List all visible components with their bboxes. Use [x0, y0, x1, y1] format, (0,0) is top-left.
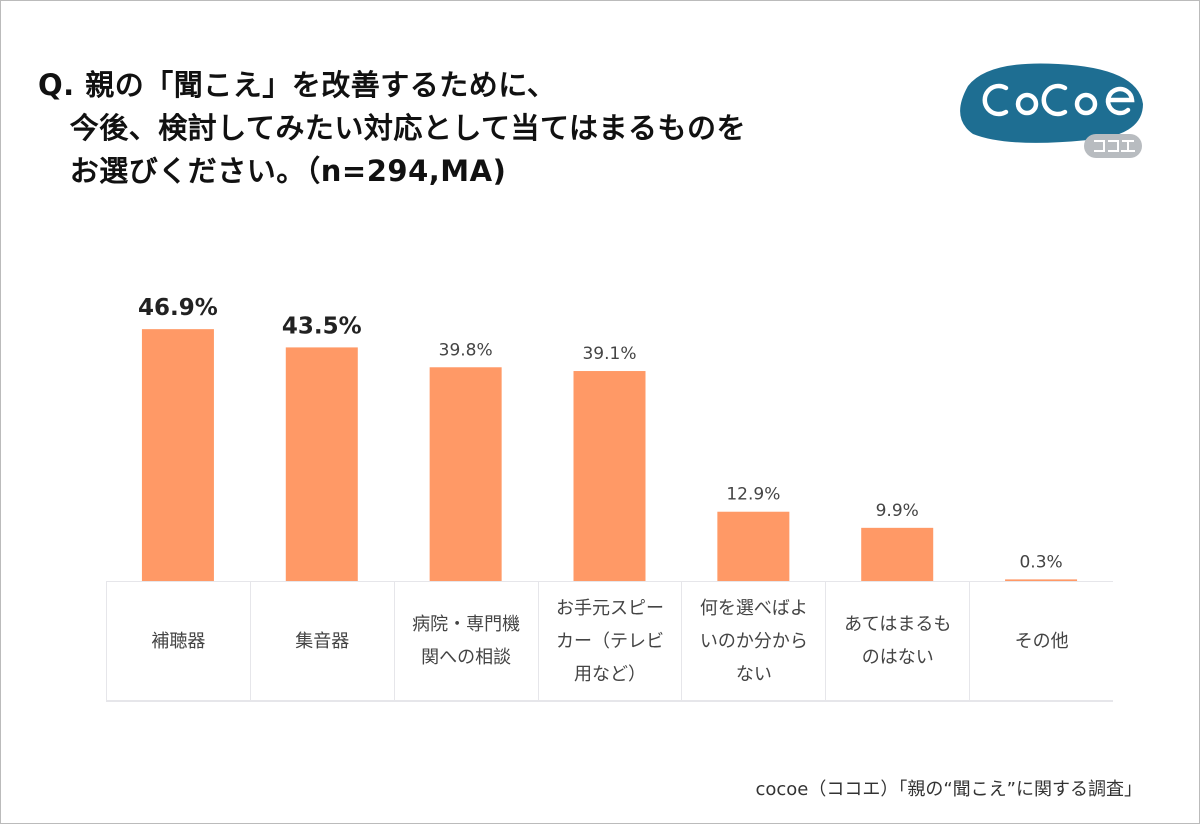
- category-table: 補聴器 集音器 病院・専門機 関への相談 お手元スピー カー（テレビ 用など） 何を選べ…: [106, 581, 1113, 702]
- data-label: 12.9%: [726, 485, 780, 505]
- chart-title: Q. 親の「聞こえ」を改善するために、 今後、検討してみたい対応として当てはまる…: [38, 68, 746, 188]
- data-label: 39.8%: [439, 340, 493, 360]
- category-label: 集音器: [249, 582, 394, 700]
- category-label: 補聴器: [106, 582, 250, 700]
- data-label: 46.9%: [138, 295, 218, 321]
- bar: [285, 347, 358, 581]
- data-label: 9.9%: [876, 501, 919, 521]
- source-note: cocoe（ココエ）「親の“聞こえ”に関する調査」: [755, 779, 1142, 800]
- category-label: 何を選べばよ いのか分から ない: [681, 582, 825, 700]
- data-label: 43.5%: [282, 313, 362, 339]
- data-label: 0.3%: [1019, 552, 1062, 572]
- data-label: 39.1%: [582, 344, 636, 364]
- bar: [573, 371, 646, 581]
- bar: [429, 367, 502, 581]
- category-label: お手元スピー カー（テレビ 用など）: [537, 582, 682, 700]
- category-label: 病院・専門機 関への相談: [393, 582, 538, 700]
- category-label: その他: [969, 582, 1113, 700]
- bar: [1005, 579, 1078, 581]
- bar: [717, 511, 790, 581]
- bar: [861, 527, 934, 581]
- bar: [141, 329, 214, 581]
- category-label: あてはまるも のはない: [825, 582, 969, 700]
- cocoe-logo: [960, 63, 1143, 158]
